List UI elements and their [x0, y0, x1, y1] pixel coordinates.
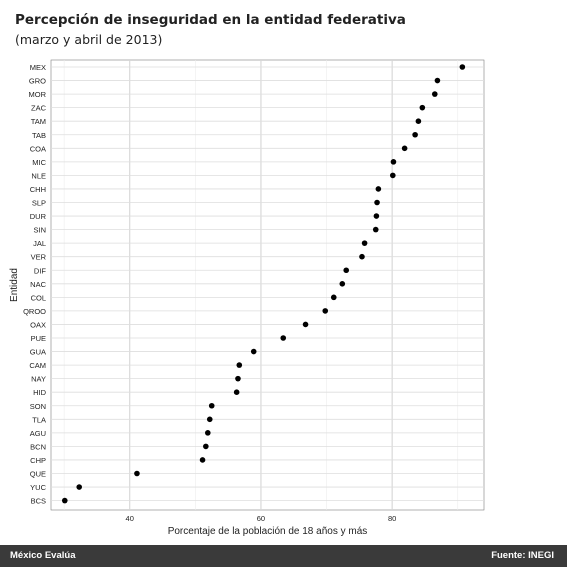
y-tick-label: YUC [30, 483, 46, 492]
data-point [134, 470, 140, 477]
data-point [390, 172, 396, 179]
chart-title: Percepción de inseguridad en la entidad … [15, 12, 406, 28]
data-point [61, 497, 68, 504]
y-tick-label: COA [30, 144, 46, 153]
data-point [375, 186, 382, 192]
x-tick-labels: 40 60 80 [126, 514, 397, 523]
y-tick-label: VER [31, 253, 47, 262]
y-tick-label: BCS [31, 497, 46, 506]
data-points [61, 64, 466, 504]
y-tick-labels: MEX GRO MOR ZAC TAM TAB COA MIC NLE CHH SLP DUR SIN J… [23, 63, 47, 506]
y-tick-label: AGU [30, 429, 46, 438]
data-point [322, 308, 329, 314]
y-tick-label: OAX [30, 320, 46, 329]
y-tick-label: SON [30, 402, 46, 411]
y-tick-label: ZAC [31, 104, 47, 113]
data-point [204, 430, 211, 436]
data-point [361, 240, 368, 246]
y-tick-label: JAL [33, 239, 46, 248]
data-point [250, 348, 257, 355]
chart-subtitle: (marzo y abril de 2013) [15, 32, 163, 47]
y-tick-label: GUA [30, 348, 46, 357]
x-tick-label: 40 [126, 514, 134, 523]
data-point [233, 389, 240, 396]
y-tick-label: TLA [32, 415, 46, 424]
data-point [372, 226, 379, 233]
y-tick-label: NAY [31, 375, 46, 384]
data-point [412, 131, 418, 138]
y-tick-label: HID [33, 388, 47, 397]
data-point [374, 199, 380, 206]
y-tick-label: PUE [31, 334, 46, 343]
y-tick-label: NLE [31, 171, 46, 180]
data-point [419, 104, 426, 111]
data-point [199, 457, 206, 463]
data-point [431, 91, 438, 97]
x-axis-label: Porcentaje de la población de 18 años y … [168, 526, 368, 537]
y-tick-label: BCN [30, 442, 46, 451]
data-point [208, 402, 215, 409]
y-tick-label: NAC [30, 280, 46, 289]
data-point [390, 159, 397, 165]
data-point [359, 253, 365, 260]
data-point [459, 64, 466, 70]
data-point [373, 213, 380, 219]
x-tick-label: 60 [257, 514, 265, 523]
data-point [401, 145, 408, 152]
data-point [236, 362, 243, 368]
data-point [302, 321, 309, 328]
data-point [235, 375, 241, 382]
y-tick-label: QUE [30, 470, 46, 479]
y-tick-label: QROO [23, 307, 46, 316]
y-tick-label: MIC [32, 158, 46, 167]
data-point [203, 443, 209, 450]
y-tick-label: GRO [29, 77, 46, 86]
plot-panel [50, 59, 485, 511]
y-tick-label: CHP [30, 456, 46, 465]
data-point [343, 267, 350, 274]
x-tick-label: 80 [388, 514, 396, 523]
y-tick-label: TAM [31, 117, 46, 126]
y-tick-label: TAB [32, 131, 46, 140]
y-tick-label: SIN [33, 226, 46, 235]
grid-lines [51, 60, 484, 510]
data-point [330, 294, 337, 301]
y-tick-label: MOR [29, 90, 47, 99]
dot-plot: MEX GRO MOR ZAC TAM TAB COA MIC NLE CHH SLP DUR SIN J… [9, 59, 485, 537]
footer-bar: México Evalúa Fuente: INEGI [0, 545, 567, 567]
data-point [415, 118, 422, 124]
y-tick-label: COL [31, 293, 46, 302]
y-tick-label: SLP [32, 199, 46, 208]
y-tick-label: CAM [29, 361, 46, 370]
data-point [280, 335, 287, 341]
data-point [339, 281, 346, 287]
footer-brand: México Evalúa [10, 550, 76, 561]
y-axis-label: Entidad [9, 268, 20, 302]
data-point [76, 484, 83, 490]
y-tick-label: CHH [30, 185, 46, 194]
y-tick-label: DUR [30, 212, 47, 221]
data-point [206, 416, 213, 423]
footer-source: Fuente: INEGI [491, 550, 554, 561]
data-point [434, 77, 441, 84]
y-tick-label: DIF [34, 266, 47, 275]
y-tick-label: MEX [30, 63, 46, 72]
